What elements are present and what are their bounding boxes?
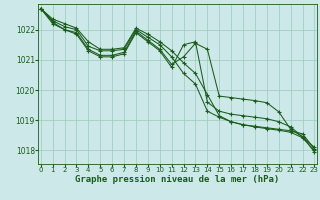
X-axis label: Graphe pression niveau de la mer (hPa): Graphe pression niveau de la mer (hPa) (76, 175, 280, 184)
